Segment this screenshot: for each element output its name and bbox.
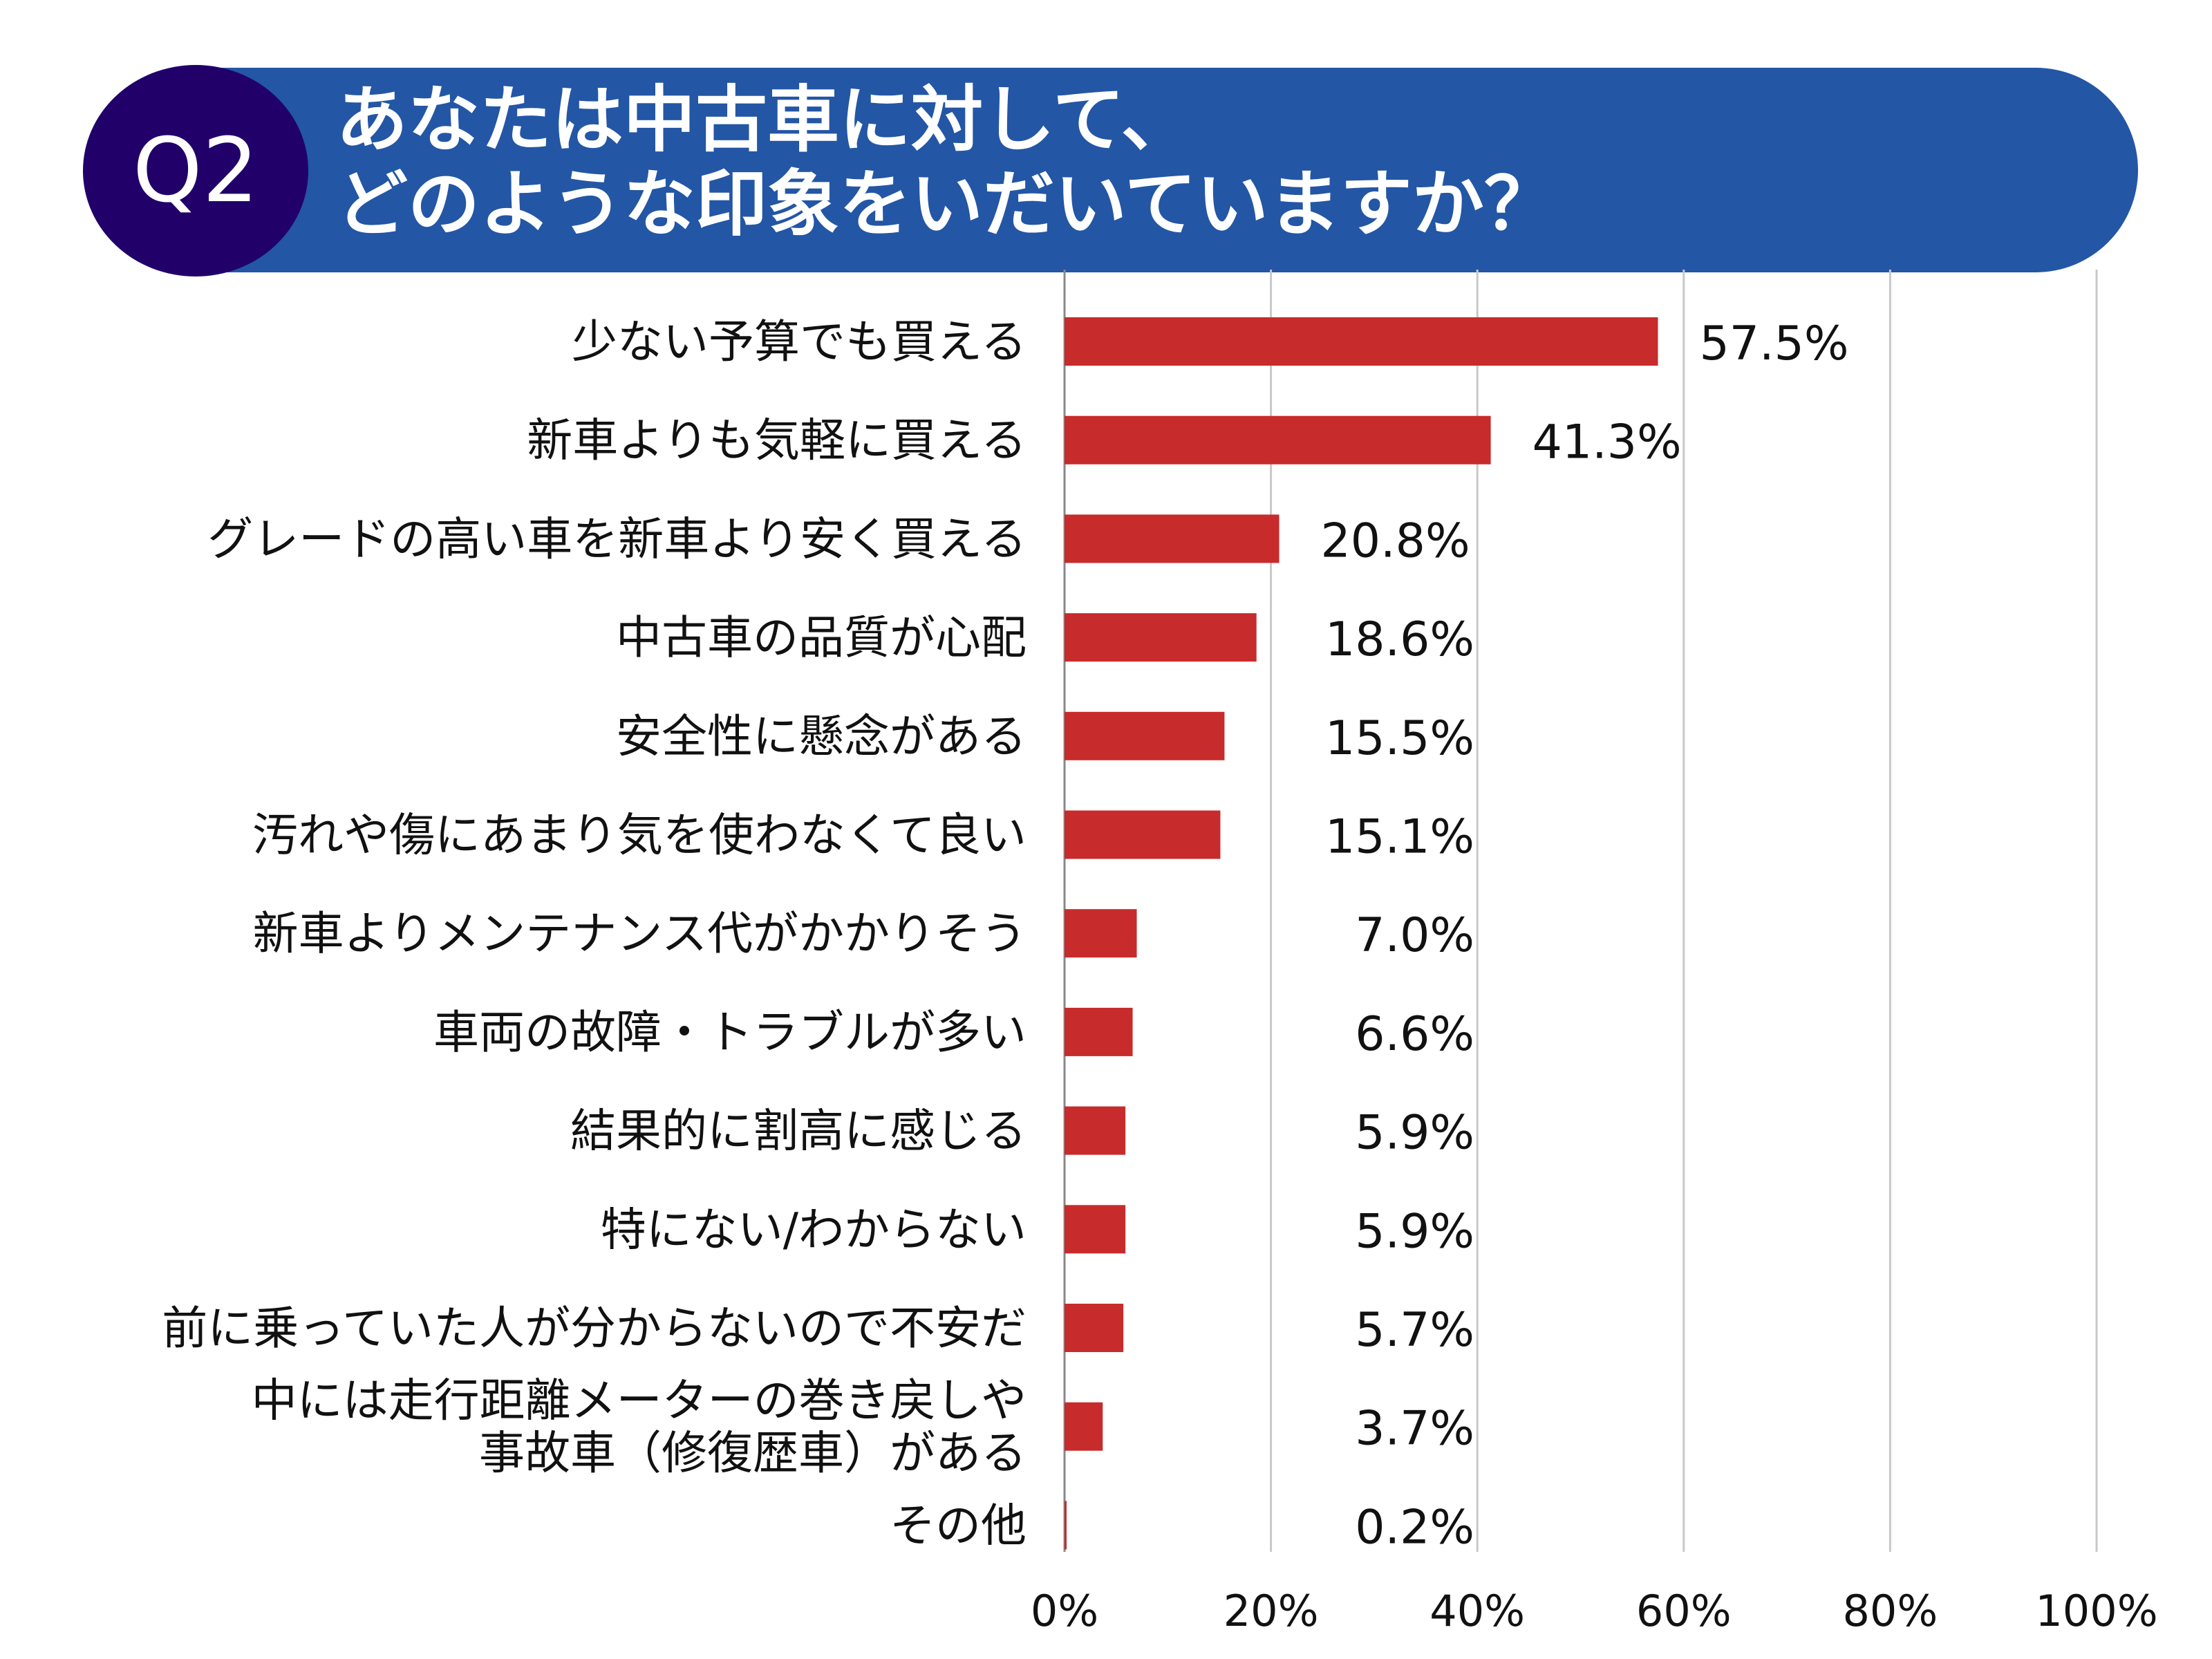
category-label: その他 (890, 1499, 1027, 1552)
question-badge: Q2 (83, 65, 308, 276)
bar (1065, 1402, 1103, 1451)
value-label: 5.9% (1355, 1204, 1474, 1259)
value-label: 41.3% (1533, 415, 1682, 470)
category-label: 中には走行距離メーターの巻き戻しや事故車（修復歴車）がある (252, 1374, 1027, 1480)
bar (1065, 613, 1257, 662)
bar (1065, 810, 1221, 859)
category-label: 新車よりも気軽に買える (527, 414, 1027, 467)
value-label: 5.9% (1355, 1106, 1474, 1161)
value-label: 7.0% (1355, 908, 1474, 963)
category-label: 安全性に懸念がある (616, 710, 1027, 763)
value-label: 15.1% (1325, 810, 1474, 865)
category-label: 新車よりメンテナンス代がかかりそう (253, 907, 1027, 960)
bar (1065, 1106, 1126, 1155)
bar (1065, 415, 1491, 465)
value-label: 6.6% (1355, 1007, 1474, 1062)
category-label: 中古車の品質が心配 (616, 611, 1027, 664)
value-label: 3.7% (1355, 1402, 1474, 1456)
value-label: 18.6% (1325, 612, 1474, 667)
x-tick-label: 60% (1636, 1586, 1732, 1636)
category-label: 車両の故障・トラブルが多い (433, 1006, 1027, 1059)
value-label: 57.5% (1699, 317, 1848, 371)
bar (1065, 1304, 1124, 1352)
x-tick-label: 40% (1430, 1586, 1525, 1636)
x-tick-label: 0% (1031, 1586, 1098, 1636)
chart-title: あなたは中古車に対して、 どのような印象をいだいていますか？ (336, 77, 1556, 246)
category-label: グレードの高い車を新車より安く買える (207, 512, 1027, 565)
category-label: 前に乗っていた人が分からないので不安だ (162, 1302, 1027, 1355)
bar (1065, 1501, 1067, 1550)
title-line-1: あなたは中古車に対して、 (336, 77, 1193, 162)
value-label: 0.2% (1355, 1500, 1474, 1555)
title-banner (196, 68, 2138, 272)
bar (1065, 1007, 1133, 1056)
category-label: 少ない予算でも買える (572, 315, 1027, 368)
category-label: 結果的に割高に感じる (570, 1105, 1027, 1158)
category-label: 汚れや傷にあまり気を使わなくて良い (252, 809, 1027, 862)
bar (1065, 1205, 1126, 1254)
bar (1065, 909, 1137, 958)
value-label: 15.5% (1325, 711, 1474, 766)
x-tick-label: 100% (2035, 1586, 2157, 1636)
bar (1065, 711, 1225, 760)
x-tick-label: 80% (1842, 1586, 1938, 1636)
bar (1065, 514, 1280, 563)
title-line-2: どのような印象をいだいていますか？ (336, 162, 1556, 246)
value-label: 20.8% (1321, 514, 1470, 568)
category-label: 特にない/わからない (601, 1203, 1027, 1256)
x-tick-label: 20% (1224, 1586, 1319, 1636)
value-label: 5.7% (1355, 1303, 1474, 1358)
bar (1065, 317, 1658, 366)
question-number: Q2 (132, 119, 259, 223)
